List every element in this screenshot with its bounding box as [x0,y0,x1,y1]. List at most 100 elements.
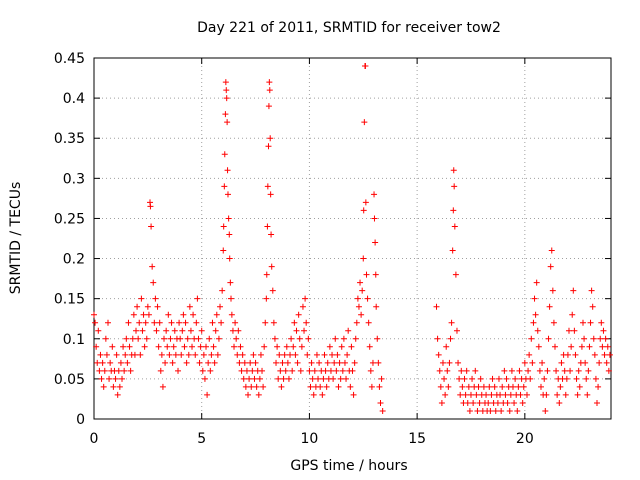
data-point [603,359,610,366]
data-point [371,215,378,222]
data-point [503,375,510,382]
data-point [212,327,219,334]
data-point [147,203,154,210]
y-tick-label: 0.2 [63,252,85,268]
data-point [367,367,374,374]
data-point [437,383,444,390]
data-point [494,399,501,406]
data-point [492,407,499,414]
data-point [260,383,267,390]
data-point [197,343,204,350]
data-point [138,295,145,302]
data-point [526,351,533,358]
data-point [289,367,296,374]
data-point [115,367,122,374]
data-point [133,327,140,334]
data-point [455,359,462,366]
data-point [451,223,458,230]
data-point [278,383,285,390]
data-point [268,231,275,238]
data-point [472,367,479,374]
data-point [293,327,300,334]
data-point [135,335,142,342]
data-point [579,319,586,326]
data-point [557,383,564,390]
data-point [208,351,215,358]
data-point [511,399,518,406]
data-point [348,343,355,350]
data-point [231,343,238,350]
data-point [354,295,361,302]
data-point [433,303,440,310]
data-point [529,359,536,366]
data-point [169,359,176,366]
data-point [243,367,250,374]
data-point [509,383,516,390]
data-point [101,367,108,374]
data-point [235,327,242,334]
data-point [439,359,446,366]
data-point [277,367,284,374]
data-point [309,375,316,382]
data-point [371,191,378,198]
data-point [297,367,304,374]
data-point [117,359,124,366]
data-point [266,79,273,86]
data-point [124,359,131,366]
x-tick-label: 20 [516,431,534,447]
data-point [271,335,278,342]
data-point [227,279,234,286]
data-point [379,407,386,414]
data-point [234,351,241,358]
data-point [317,383,324,390]
data-point [268,263,275,270]
data-point [239,351,246,358]
axis-ticks [93,57,611,420]
data-point [548,247,555,254]
data-point [349,367,356,374]
data-point [565,327,572,334]
data-point [377,399,384,406]
data-point [151,319,158,326]
data-point [378,375,385,382]
data-point [473,391,480,398]
data-point [453,327,460,334]
data-point [476,399,483,406]
data-point [333,367,340,374]
data-point [103,351,110,358]
data-point [357,279,364,286]
data-point [256,375,263,382]
data-point [264,183,271,190]
data-point [448,319,455,326]
data-point [190,311,197,318]
data-point [144,303,151,310]
data-point [570,287,577,294]
data-point [259,367,266,374]
data-point [450,167,457,174]
data-point [504,399,511,406]
data-point [465,383,472,390]
data-point [474,407,481,414]
data-point [248,383,255,390]
data-point [352,335,359,342]
data-point [502,391,509,398]
y-tick-label: 0.4 [63,91,85,107]
data-point [177,335,184,342]
data-point [236,359,243,366]
data-point [145,311,152,318]
data-point [153,327,160,334]
data-point [512,375,519,382]
data-point [161,335,168,342]
y-axis-label: SRMTID / TECUs [8,182,24,295]
data-point [223,87,230,94]
data-point [252,359,259,366]
data-point [164,343,171,350]
data-point [279,359,286,366]
data-point [206,335,213,342]
data-point [508,367,515,374]
data-point [438,399,445,406]
data-point [441,375,448,382]
data-point [107,359,114,366]
data-point [221,151,228,158]
